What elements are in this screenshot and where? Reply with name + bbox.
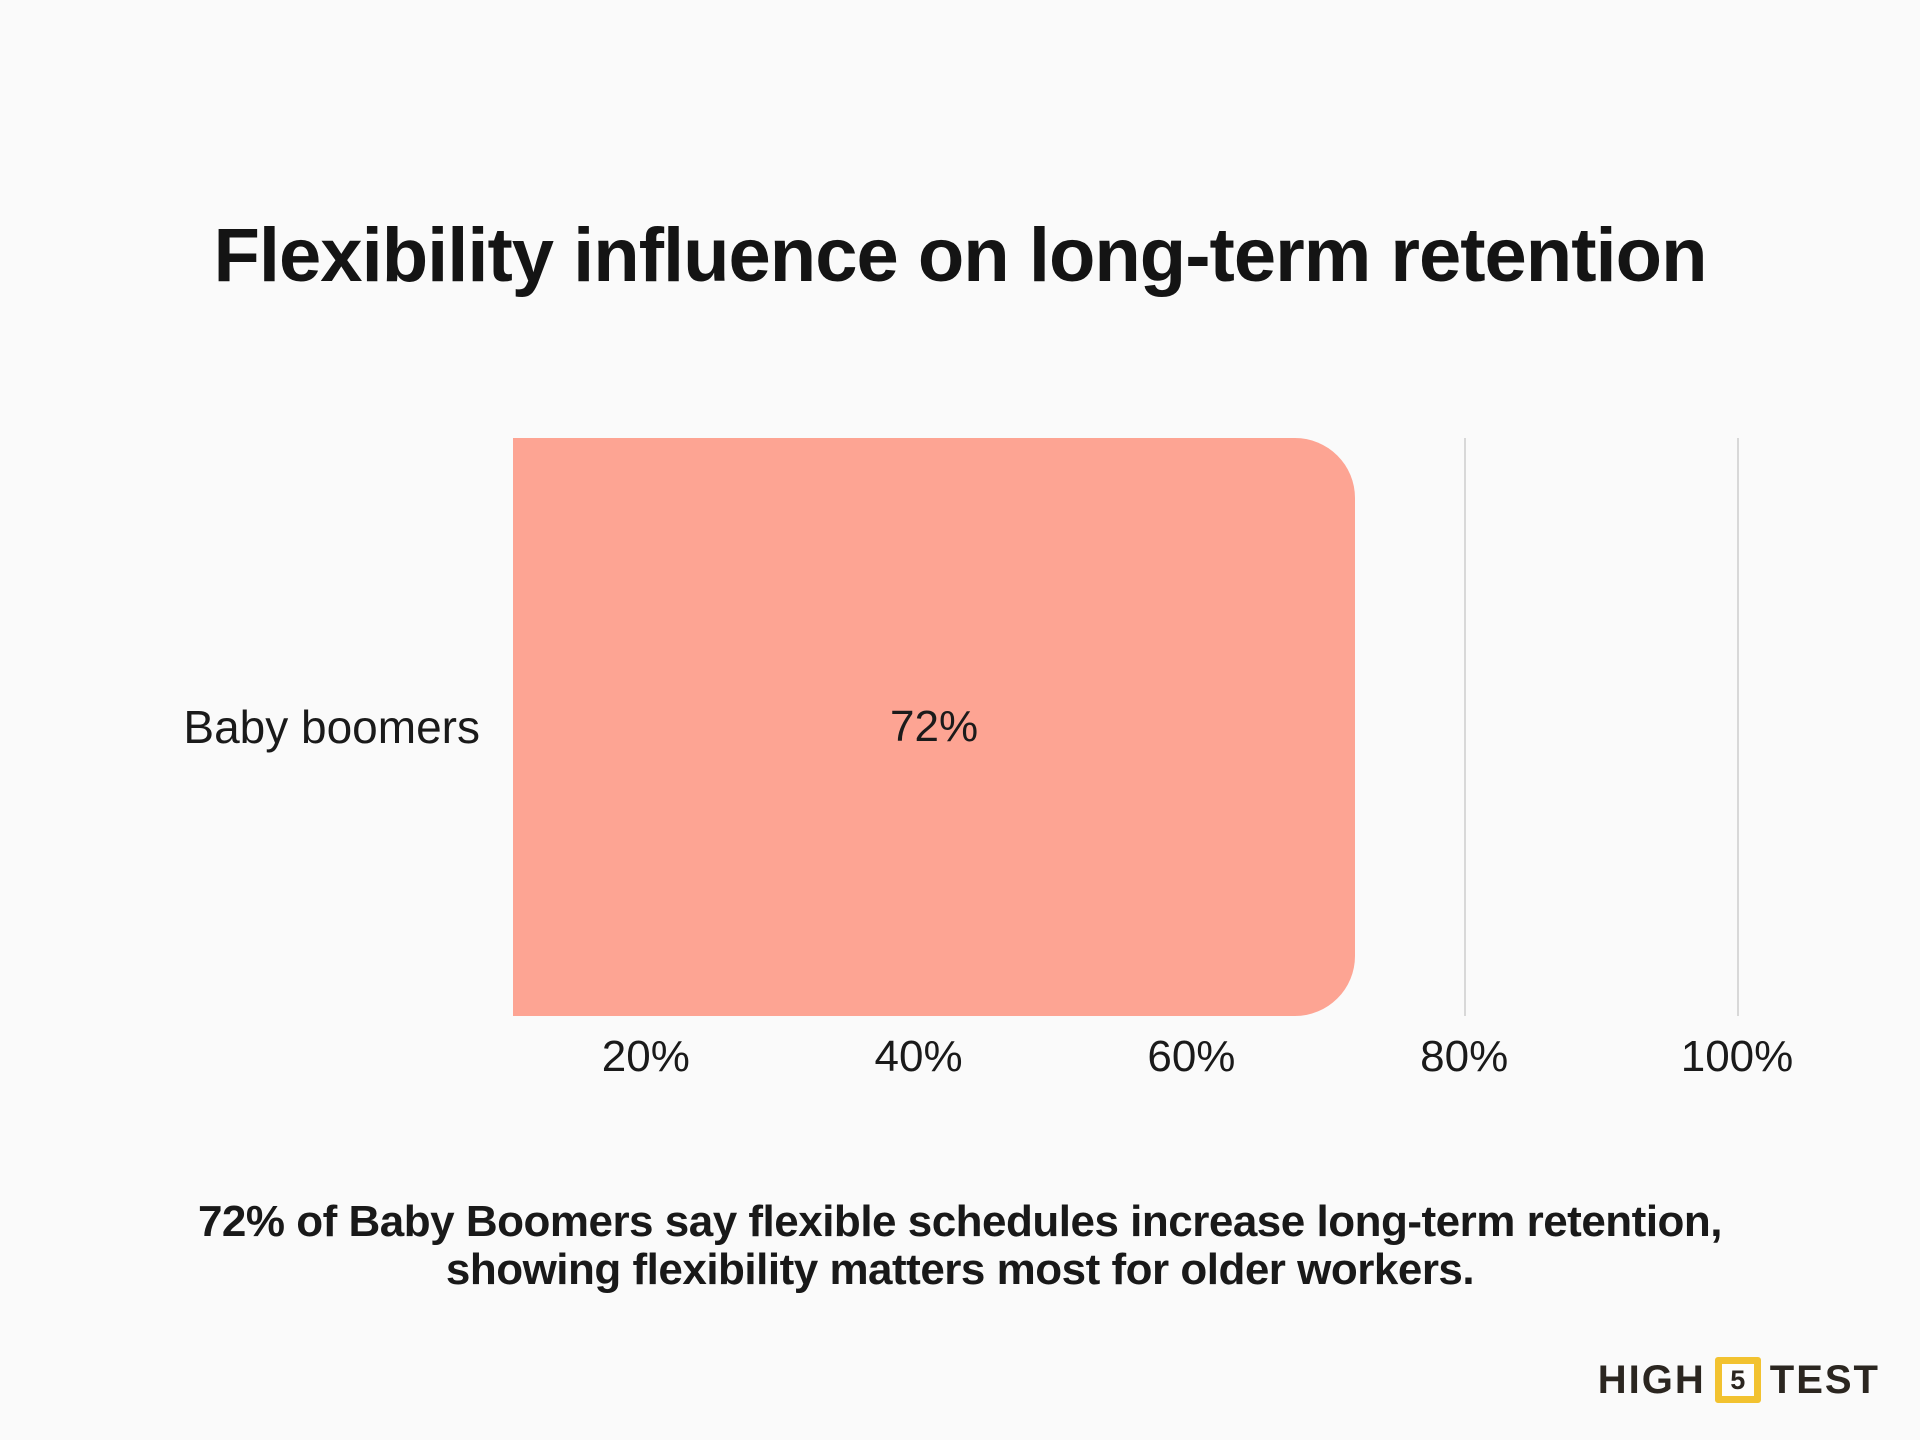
bar-value-label: 72% — [890, 702, 979, 751]
logo-badge-number: 5 — [1730, 1364, 1746, 1395]
caption-line-1: 72% of Baby Boomers say flexible schedul… — [197, 1197, 1723, 1246]
logo-5-badge: 5 — [1714, 1357, 1761, 1403]
logo-text-high: HIGH — [1597, 1357, 1706, 1402]
x-tick-label-60: 60% — [1147, 1032, 1236, 1081]
caption-line-2: showing flexibility matters most for old… — [445, 1245, 1475, 1294]
x-tick-label-20: 20% — [601, 1032, 690, 1081]
x-tick-label-80: 80% — [1420, 1032, 1509, 1081]
chart-caption: 72% of Baby Boomers say flexible schedul… — [0, 1198, 1920, 1294]
logo-text-test: TEST — [1769, 1357, 1880, 1402]
category-label-baby-boomers: Baby boomers — [183, 701, 480, 753]
chart-title: Flexibility influence on long-term reten… — [213, 213, 1708, 298]
x-tick-label-40: 40% — [874, 1032, 963, 1081]
gridline-80 — [1464, 438, 1467, 1016]
x-tick-label-100: 100% — [1680, 1032, 1794, 1081]
bar-baby-boomers: 72% — [513, 438, 1356, 1016]
gridline-100 — [1737, 438, 1739, 1016]
high5test-logo: HIGH 5 TEST — [1598, 1356, 1880, 1404]
